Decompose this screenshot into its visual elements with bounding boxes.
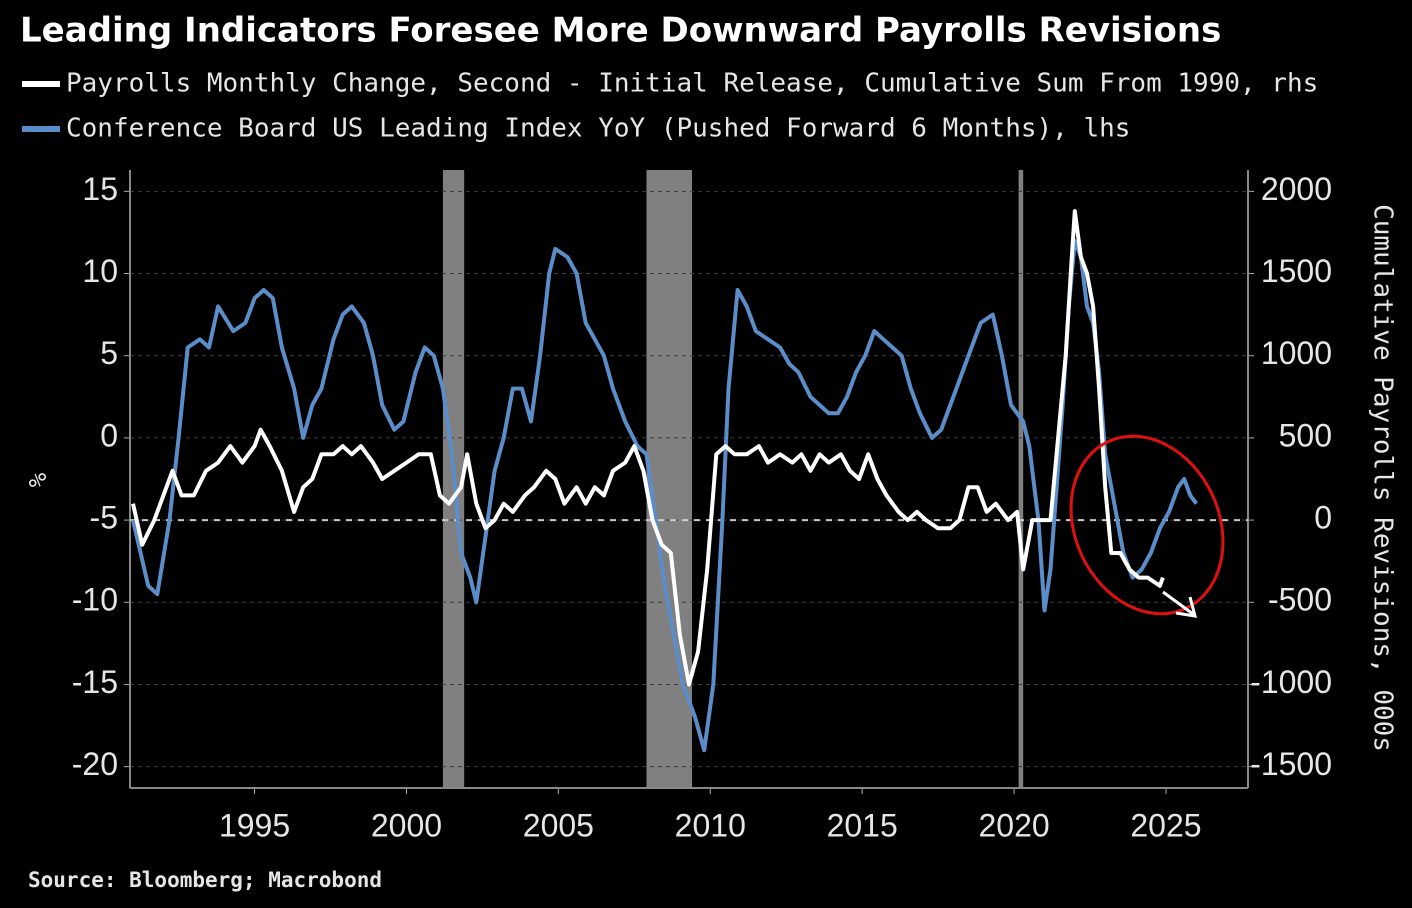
y2-axis-label: Cumulative Payrolls Revisions, 000s xyxy=(1368,204,1398,752)
x-tick-label: 2020 xyxy=(978,807,1049,843)
y2-tick-label: 2000 xyxy=(1261,171,1332,207)
y-tick-label: 5 xyxy=(100,335,118,371)
y2-tick-label: -500 xyxy=(1268,582,1332,618)
y2-tick-label: 1500 xyxy=(1261,253,1332,289)
x-tick-label: 2005 xyxy=(523,807,594,843)
y-tick-label: -15 xyxy=(72,664,118,700)
trend-arrow xyxy=(1162,590,1198,618)
x-tick-label: 2010 xyxy=(675,807,746,843)
y2-tick-label: 0 xyxy=(1314,500,1332,536)
legend-label: Conference Board US Leading Index YoY (P… xyxy=(66,114,1130,144)
y2-tick-label: -1500 xyxy=(1250,746,1332,782)
plot-area: 15 10 5 0 -5 -10 -15 -20 2000 1500 1000 500 0 -500 -10… xyxy=(72,170,1332,843)
y2-tick-label: 500 xyxy=(1279,417,1332,453)
x-tick-label: 2015 xyxy=(827,807,898,843)
recession-shade xyxy=(1018,170,1024,788)
y-tick-label: -20 xyxy=(72,746,118,782)
y-tick-label: 0 xyxy=(100,417,118,453)
legend-label: Payrolls Monthly Change, Second - Initia… xyxy=(66,69,1318,99)
series-line xyxy=(131,209,1165,687)
x-tick-label: 1995 xyxy=(219,807,290,843)
highlight-circle xyxy=(1069,434,1225,616)
chart-title: Leading Indicators Foresee More Downward… xyxy=(20,11,1221,51)
y2-tick-label: -1000 xyxy=(1250,664,1332,700)
y2-tick-label: 1000 xyxy=(1261,335,1332,371)
series-line xyxy=(131,238,1199,753)
source-note: Source: Bloomberg; Macrobond xyxy=(28,868,382,892)
y-tick-label: 10 xyxy=(82,253,118,289)
x-tick-label: 2025 xyxy=(1130,807,1201,843)
x-tick-label: 2000 xyxy=(371,807,442,843)
y-tick-label: 15 xyxy=(82,171,118,207)
y-tick-label: -10 xyxy=(72,582,118,618)
y-tick-label: -5 xyxy=(90,500,118,536)
y-axis-label: % xyxy=(23,473,51,488)
